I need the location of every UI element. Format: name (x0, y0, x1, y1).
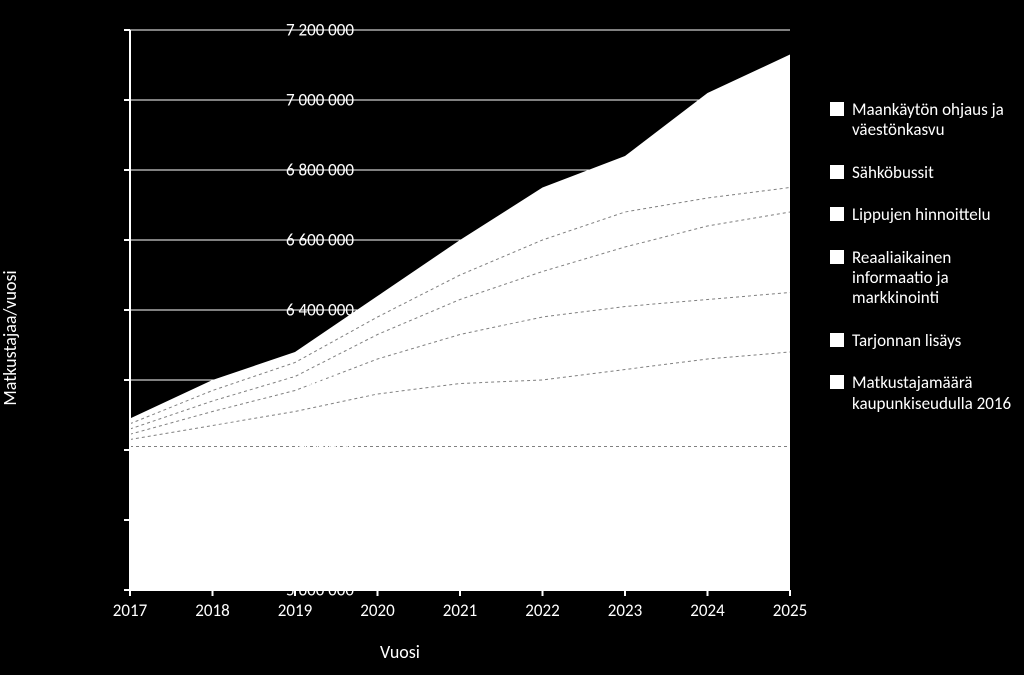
legend-item: Reaaliaikainen informaatio ja markkinoin… (830, 248, 1015, 309)
y-axis-title: Matkustajaa/vuosi (0, 270, 21, 405)
y-tick-label: 7 200 000 (234, 20, 354, 41)
legend-item: Sähköbussit (830, 163, 1015, 183)
legend-label: Matkustajamäärä kaupunkiseudulla 2016 (852, 373, 1015, 414)
y-tick-label: 6 200 000 (234, 370, 354, 391)
y-tick-label: 6 800 000 (234, 160, 354, 181)
legend-marker (830, 102, 844, 116)
chart-svg (130, 30, 790, 590)
x-tick-label: 2023 (608, 600, 642, 621)
y-tick-label: 6 000 000 (234, 440, 354, 461)
y-tick-label: 5 800 000 (234, 510, 354, 531)
legend-item: Lippujen hinnoittelu (830, 205, 1015, 225)
x-axis-title: Vuosi (0, 641, 800, 663)
legend-marker (830, 207, 844, 221)
x-tick-label: 2022 (525, 600, 559, 621)
legend-marker (830, 165, 844, 179)
x-tick-label: 2024 (690, 600, 724, 621)
legend-label: Reaaliaikainen informaatio ja markkinoin… (852, 248, 1015, 309)
legend-marker (830, 333, 844, 347)
x-tick-label: 2017 (113, 600, 147, 621)
y-tick-label: 6 600 000 (234, 230, 354, 251)
x-tick-label: 2019 (278, 600, 312, 621)
y-tick-label: 5 600 000 (234, 580, 354, 601)
legend-item: Matkustajamäärä kaupunkiseudulla 2016 (830, 373, 1015, 414)
legend-marker (830, 250, 844, 264)
legend-item: Maankäytön ohjaus ja väestönkasvu (830, 100, 1015, 141)
legend: Maankäytön ohjaus ja väestönkasvu Sähköbu… (830, 100, 1015, 436)
legend-label: Sähköbussit (852, 163, 1015, 183)
stacked-area-chart: Matkustajaa/vuosi 5 600 000 5 800 000 6 00… (0, 0, 1024, 675)
x-tick-label: 2021 (443, 600, 477, 621)
legend-item: Tarjonnan lisäys (830, 331, 1015, 351)
stacked-area-fill (130, 55, 790, 591)
plot-area (130, 30, 790, 590)
legend-label: Lippujen hinnoittelu (852, 205, 1015, 225)
x-tick-label: 2018 (195, 600, 229, 621)
legend-label: Maankäytön ohjaus ja väestönkasvu (852, 100, 1015, 141)
x-tick-label: 2025 (773, 600, 807, 621)
y-tick-label: 6 400 000 (234, 300, 354, 321)
y-tick-label: 7 000 000 (234, 90, 354, 111)
legend-marker (830, 375, 844, 389)
x-tick-label: 2020 (360, 600, 394, 621)
legend-label: Tarjonnan lisäys (852, 331, 1015, 351)
